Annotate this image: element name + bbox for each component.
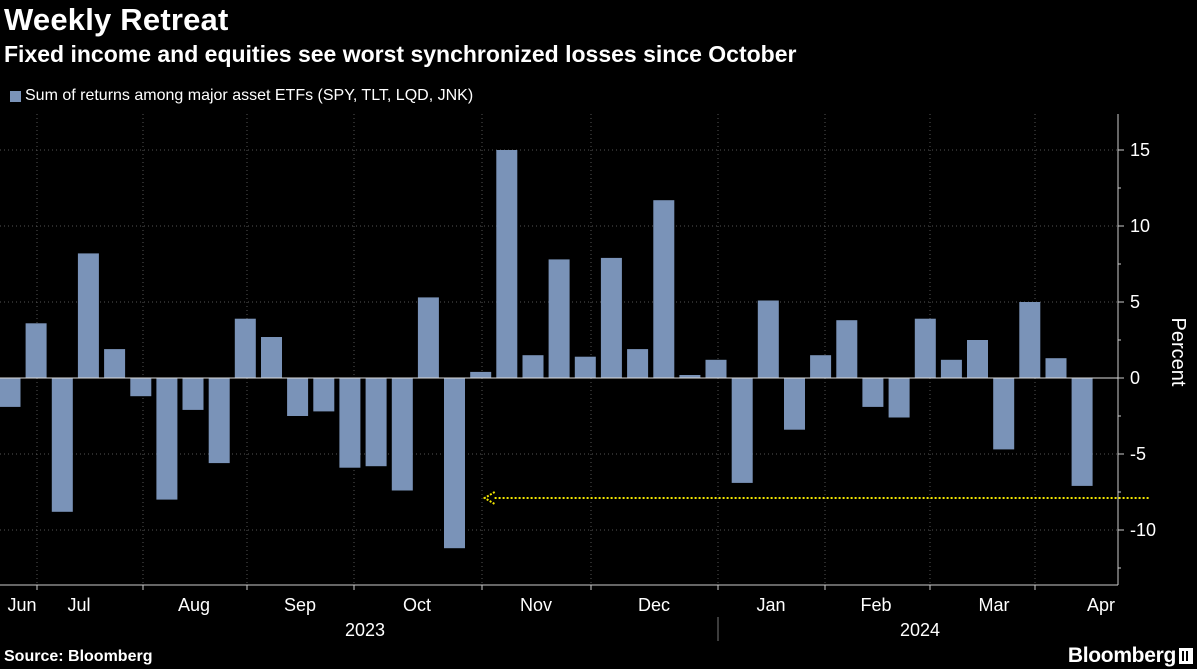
x-month-label-4: Oct — [403, 595, 431, 615]
bar-36 — [940, 359, 962, 378]
bar-17 — [444, 378, 465, 549]
x-month-label-0: Jun — [7, 595, 36, 615]
bar-32 — [836, 320, 858, 378]
bar-33 — [862, 378, 884, 407]
legend-label: Sum of returns among major asset ETFs (S… — [25, 87, 474, 104]
bar-30 — [784, 378, 805, 430]
brand-name: Bloomberg — [1067, 644, 1176, 667]
bar-13 — [339, 378, 361, 468]
x-month-label-2: Aug — [178, 595, 210, 615]
x-month-label-3: Sep — [284, 595, 316, 615]
brand-logo: Bloomberg — [1068, 644, 1193, 668]
bar-11 — [287, 378, 309, 416]
bar-12 — [313, 378, 335, 412]
bar-1 — [25, 323, 47, 378]
y-tick-label-3: 5 — [1130, 292, 1140, 312]
x-year-label-0: 2023 — [345, 620, 385, 640]
bar-31 — [810, 355, 832, 378]
bar-41 — [1071, 378, 1093, 486]
bar-0 — [0, 378, 21, 407]
bar-35 — [914, 318, 936, 378]
y-axis-label: Percent — [1167, 318, 1189, 387]
bar-6 — [156, 378, 178, 500]
bar-7 — [182, 378, 204, 410]
bar-34 — [888, 378, 910, 418]
bar-25 — [653, 200, 675, 378]
bar-8 — [208, 378, 230, 464]
y-tick-label-1: -5 — [1130, 444, 1146, 464]
bar-19 — [496, 150, 518, 378]
source-note: Source: Bloomberg — [4, 648, 153, 665]
chart-title: Weekly Retreat — [4, 2, 229, 37]
x-month-label-7: Jan — [756, 595, 785, 615]
bar-26 — [679, 375, 701, 378]
x-month-label-10: Apr — [1087, 595, 1115, 615]
bar-15 — [391, 378, 413, 491]
bar-3 — [77, 253, 99, 378]
bar-16 — [417, 297, 439, 378]
bar-14 — [365, 378, 387, 467]
bar-4 — [104, 349, 126, 378]
bar-10 — [261, 337, 282, 378]
y-tick-label-4: 10 — [1130, 216, 1150, 236]
x-month-label-1: Jul — [67, 595, 90, 615]
legend: Sum of returns among major asset ETFs (S… — [10, 87, 473, 105]
annotation-arrow-head — [482, 491, 496, 505]
bar-29 — [757, 300, 779, 378]
bar-9 — [234, 318, 256, 378]
bar-40 — [1045, 358, 1067, 378]
y-tick-label-2: 0 — [1130, 368, 1140, 388]
bloomberg-terminal-icon — [1179, 648, 1193, 664]
legend-swatch — [10, 90, 21, 102]
bar-27 — [705, 359, 727, 378]
x-month-label-6: Dec — [638, 595, 670, 615]
bar-5 — [130, 378, 152, 397]
bar-37 — [967, 340, 988, 378]
bar-38 — [993, 378, 1015, 450]
bar-2 — [51, 378, 73, 512]
y-tick-label-0: -10 — [1130, 520, 1156, 540]
chart-subtitle: Fixed income and equities see worst sync… — [4, 41, 797, 67]
bar-18 — [470, 371, 492, 378]
bar-24 — [627, 349, 649, 378]
x-month-label-8: Feb — [860, 595, 891, 615]
y-tick-label-5: 15 — [1130, 140, 1150, 160]
x-month-label-5: Nov — [520, 595, 552, 615]
bar-23 — [600, 257, 622, 378]
bar-21 — [548, 259, 570, 378]
bar-22 — [574, 356, 596, 378]
bar-20 — [522, 355, 544, 378]
bar-28 — [731, 378, 753, 483]
x-year-label-1: 2024 — [900, 620, 940, 640]
bar-39 — [1019, 302, 1041, 378]
x-month-label-9: Mar — [979, 595, 1010, 615]
